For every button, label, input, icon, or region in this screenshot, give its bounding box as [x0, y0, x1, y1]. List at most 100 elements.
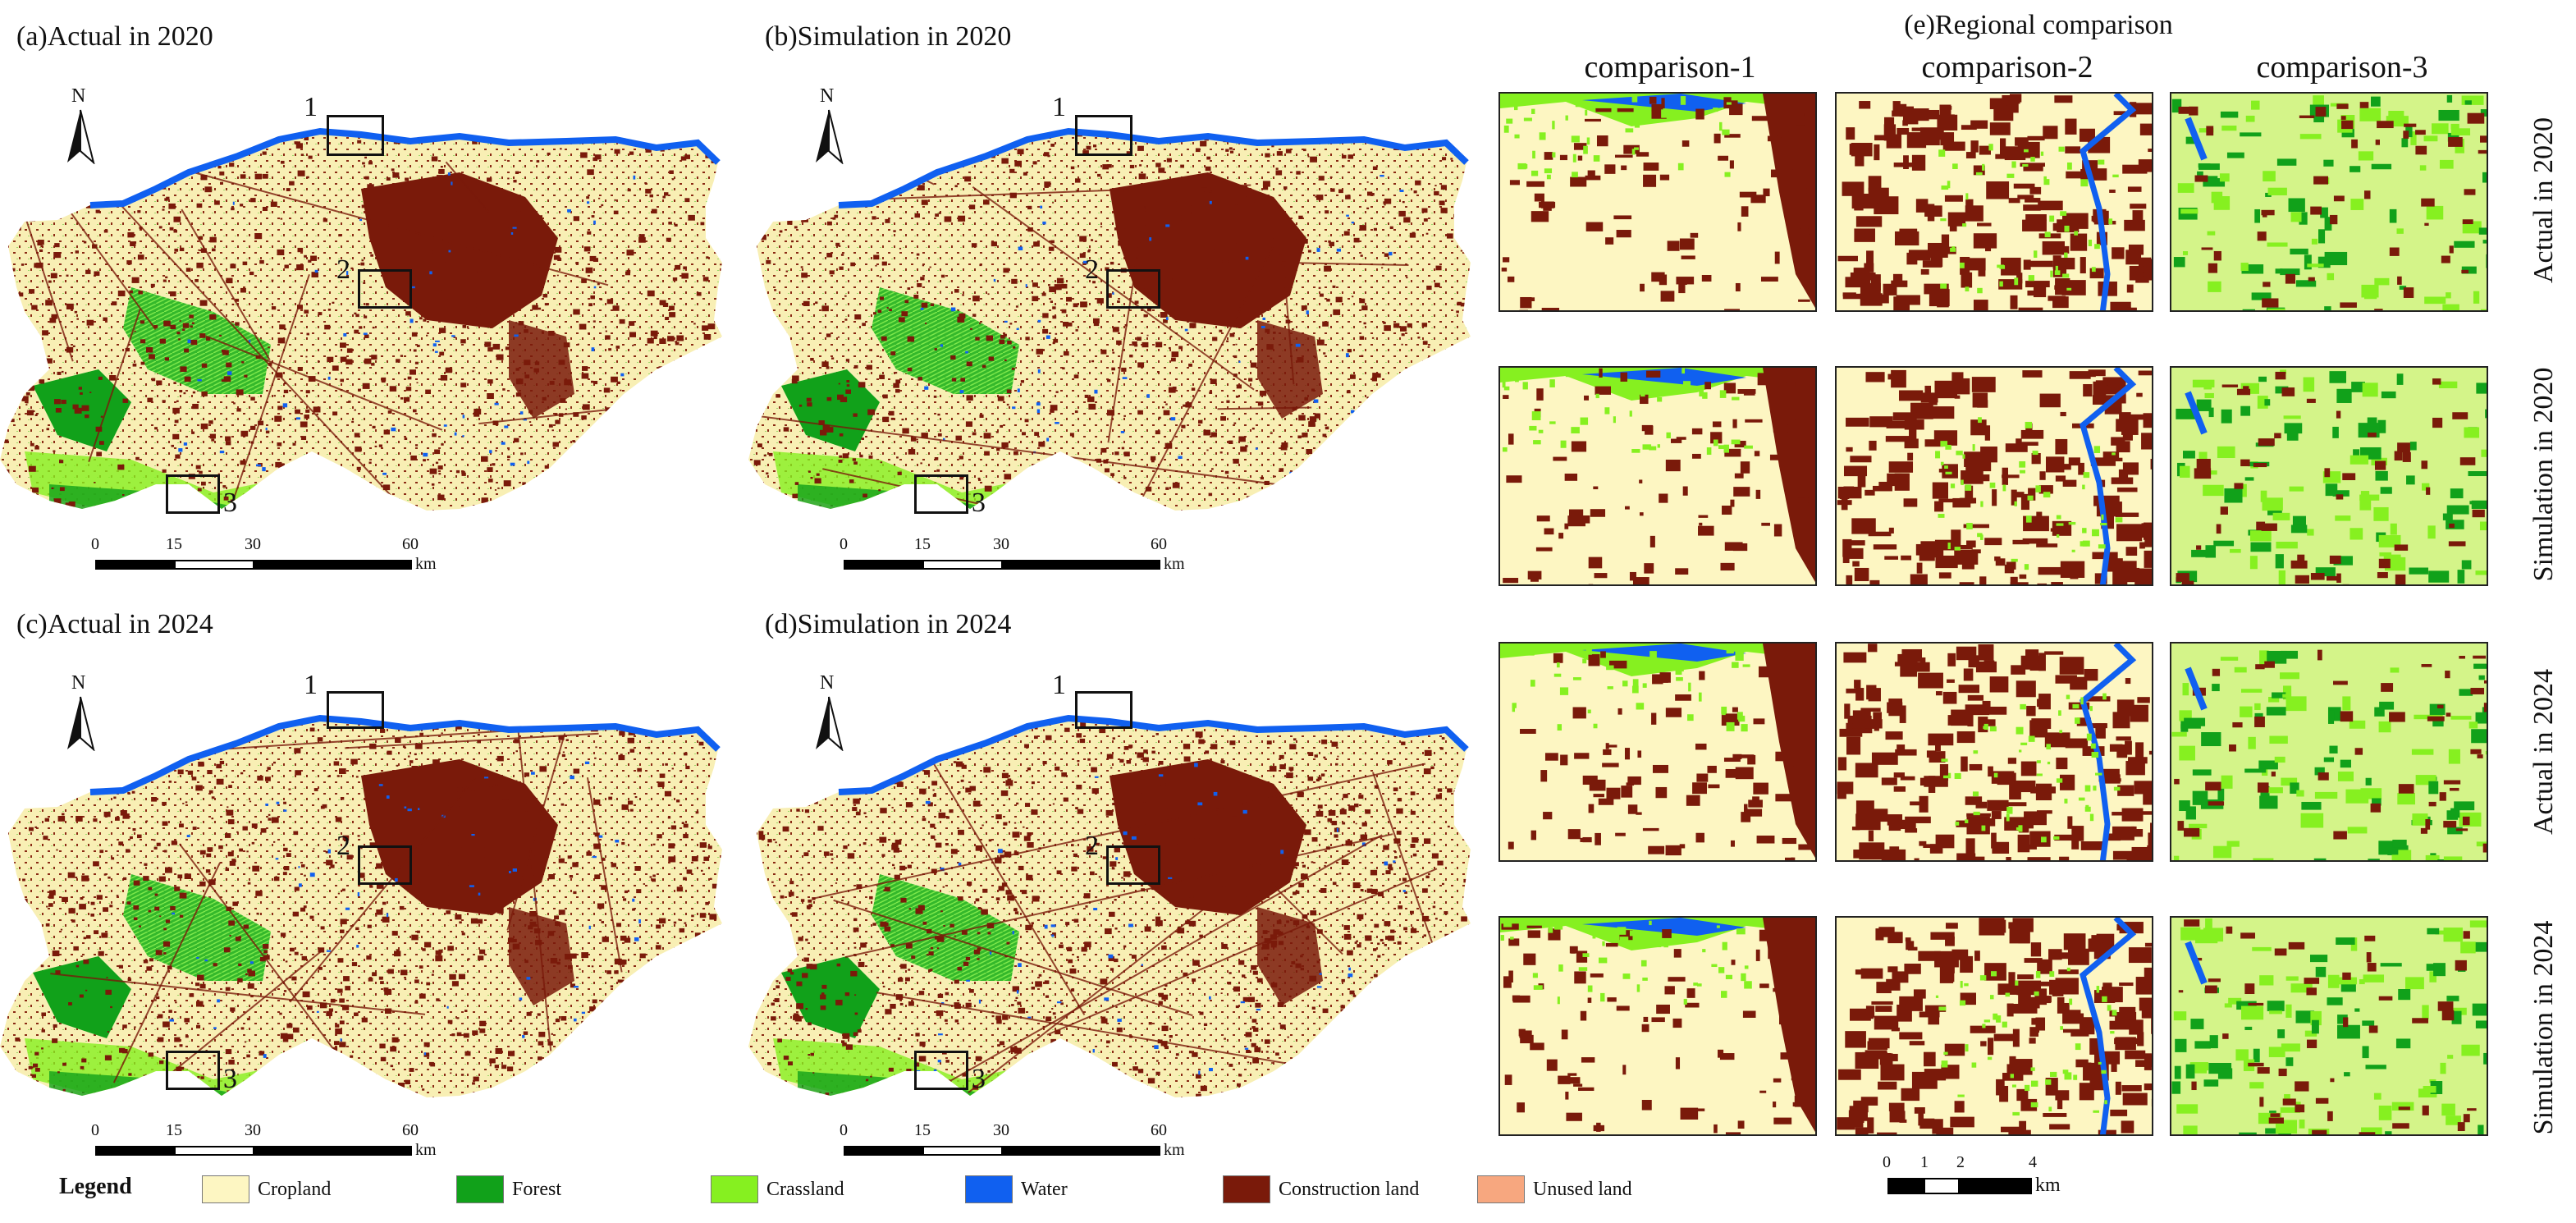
scale-unit: km	[415, 1141, 437, 1159]
north-arrow: N	[809, 672, 849, 752]
scale-tick: 0	[91, 535, 99, 553]
zoom-label-2: 2	[1085, 831, 1099, 861]
scale-tick: 15	[914, 535, 931, 553]
land-use-map-actual-2020	[0, 78, 722, 542]
scale-tick: 0	[840, 535, 848, 553]
scale-tick: 4	[2029, 1153, 2037, 1171]
scale-tick: 0	[1883, 1153, 1891, 1171]
row-label-2: Simulation in 2020	[2528, 367, 2559, 582]
zoom-label-1: 1	[1052, 670, 1066, 700]
legend-title: Legend	[59, 1174, 132, 1199]
zoom-label-1: 1	[1052, 92, 1066, 122]
zoom-box-3	[166, 1051, 220, 1090]
scale-tick: 0	[840, 1121, 848, 1139]
scale-tick: 1	[1920, 1153, 1929, 1171]
row-label-1: Actual in 2020	[2528, 117, 2559, 284]
scale-tick: 60	[1151, 535, 1167, 553]
panel-title-a: (a)Actual in 2020	[16, 21, 213, 52]
panel-title-d: (d)Simulation in 2024	[765, 609, 1012, 639]
scale-tick: 15	[166, 535, 182, 553]
panel-title-b: (b)Simulation in 2020	[765, 21, 1012, 52]
row-label-3: Actual in 2024	[2528, 668, 2559, 836]
legend-swatch-construction-land	[1223, 1175, 1270, 1203]
zoom-box-1	[1075, 691, 1132, 729]
land-use-map-simulation-2020	[748, 78, 1471, 542]
land-use-map-simulation-2024	[748, 665, 1471, 1129]
north-arrow: N	[809, 85, 849, 165]
zoom-label-1: 1	[304, 92, 318, 122]
detail-scale-bar: 0 1 2 4 km	[1883, 1153, 2084, 1211]
scale-tick: 0	[91, 1121, 99, 1139]
comparison-tile-r1-c3	[2170, 92, 2488, 312]
zoom-label-2: 2	[336, 831, 350, 861]
legend-label: Construction land	[1279, 1179, 1420, 1200]
north-label: N	[71, 85, 86, 107]
legend-swatch-crassland	[711, 1175, 758, 1203]
comparison-tile-r4-c1	[1498, 916, 1817, 1136]
scale-tick: 30	[245, 535, 261, 553]
zoom-label-1: 1	[304, 670, 318, 700]
column-header-2: comparison-2	[1921, 50, 2093, 85]
comparison-tile-r3-c1	[1498, 642, 1817, 862]
north-arrow-icon	[67, 109, 95, 165]
column-header-1: comparison-1	[1584, 50, 1756, 85]
legend-swatch-cropland	[202, 1175, 249, 1203]
north-arrow-icon	[816, 109, 844, 165]
comparison-tile-r2-c3	[2170, 366, 2488, 586]
column-header-3: comparison-3	[2256, 50, 2428, 85]
zoom-label-3: 3	[972, 488, 986, 518]
regional-title: (e)Regional comparison	[1904, 10, 2173, 40]
zoom-label-3: 3	[972, 1064, 986, 1094]
scale-tick: 60	[402, 535, 419, 553]
zoom-label-3: 3	[223, 1064, 237, 1094]
comparison-tile-r4-c2	[1835, 916, 2153, 1136]
scale-tick: 30	[993, 1121, 1009, 1139]
row-label-4: Simulation in 2024	[2528, 920, 2559, 1135]
scale-unit: km	[415, 555, 437, 573]
panel-title-c: (c)Actual in 2024	[16, 609, 213, 639]
comparison-tile-r2-c2	[1835, 366, 2153, 586]
legend-label: Forest	[512, 1179, 561, 1200]
zoom-box-2	[358, 269, 412, 309]
comparison-tile-r2-c1	[1498, 366, 1817, 586]
zoom-box-1	[327, 691, 384, 729]
comparison-tile-r4-c3	[2170, 916, 2488, 1136]
land-use-map-actual-2024	[0, 665, 722, 1129]
scale-unit: km	[1164, 1141, 1185, 1159]
legend-label: Cropland	[258, 1179, 332, 1200]
scale-tick: 60	[402, 1121, 419, 1139]
north-label: N	[71, 672, 86, 694]
north-arrow-icon	[816, 696, 844, 752]
legend-swatch-forest	[456, 1175, 504, 1203]
comparison-tile-r1-c2	[1835, 92, 2153, 312]
map-scale-bar: 0 15 30 60 km	[91, 1121, 456, 1179]
north-arrow-icon	[67, 696, 95, 752]
north-label: N	[820, 85, 835, 107]
legend-label: Unused land	[1533, 1179, 1632, 1200]
comparison-tile-r3-c2	[1835, 642, 2153, 862]
map-scale-bar: 0 15 30 60 km	[840, 535, 1205, 593]
map-scale-bar: 0 15 30 60 km	[840, 1121, 1205, 1179]
zoom-box-2	[1106, 269, 1160, 309]
scale-unit: km	[2035, 1175, 2061, 1196]
scale-tick: 30	[245, 1121, 261, 1139]
legend-swatch-water	[965, 1175, 1013, 1203]
zoom-box-3	[914, 1051, 968, 1090]
north-label: N	[820, 672, 835, 694]
scale-tick: 60	[1151, 1121, 1167, 1139]
zoom-box-3	[914, 474, 968, 514]
scale-tick: 30	[993, 535, 1009, 553]
north-arrow: N	[61, 672, 100, 752]
legend-swatch-unused-land	[1477, 1175, 1525, 1203]
scale-unit: km	[1164, 555, 1185, 573]
zoom-label-2: 2	[1085, 254, 1099, 285]
zoom-box-1	[327, 115, 384, 156]
comparison-tile-r3-c3	[2170, 642, 2488, 862]
zoom-label-3: 3	[223, 488, 237, 518]
map-scale-bar: 0 15 30 60 km	[91, 535, 456, 593]
scale-tick: 15	[914, 1121, 931, 1139]
zoom-box-3	[166, 474, 220, 514]
comparison-tile-r1-c1	[1498, 92, 1817, 312]
zoom-box-2	[358, 845, 412, 885]
zoom-label-2: 2	[336, 254, 350, 285]
